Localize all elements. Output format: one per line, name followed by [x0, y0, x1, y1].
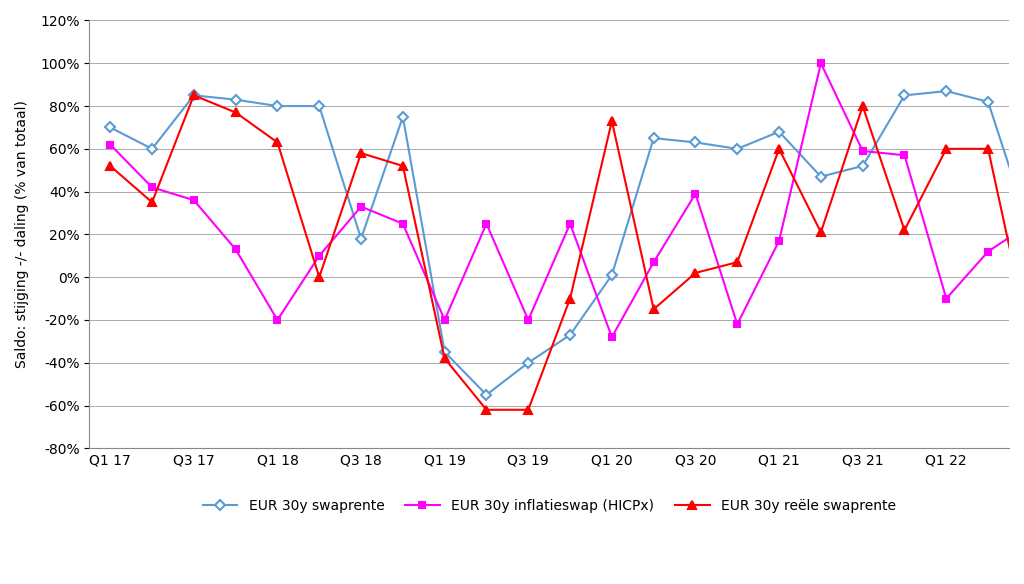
EUR 30y inflatieswap (HICPx)	[647, 259, 659, 266]
EUR 30y reële swaprente	[606, 117, 618, 124]
EUR 30y reële swaprente	[145, 199, 158, 206]
EUR 30y reële swaprente	[187, 92, 200, 99]
EUR 30y swaprente	[982, 98, 994, 105]
EUR 30y swaprente	[731, 145, 743, 152]
EUR 30y inflatieswap (HICPx)	[982, 248, 994, 255]
EUR 30y swaprente	[187, 92, 200, 99]
EUR 30y inflatieswap (HICPx)	[856, 148, 868, 155]
EUR 30y swaprente	[773, 128, 785, 135]
EUR 30y reële swaprente	[438, 355, 451, 362]
EUR 30y swaprente	[815, 173, 827, 180]
EUR 30y inflatieswap (HICPx)	[355, 203, 368, 210]
EUR 30y reële swaprente	[229, 109, 242, 116]
EUR 30y reële swaprente	[104, 162, 117, 169]
EUR 30y swaprente	[898, 92, 910, 99]
EUR 30y inflatieswap (HICPx)	[145, 184, 158, 191]
Line: EUR 30y reële swaprente: EUR 30y reële swaprente	[106, 91, 1024, 414]
EUR 30y reële swaprente	[773, 145, 785, 152]
EUR 30y inflatieswap (HICPx)	[229, 246, 242, 253]
EUR 30y swaprente	[606, 272, 618, 279]
EUR 30y inflatieswap (HICPx)	[438, 317, 451, 324]
EUR 30y reële swaprente	[815, 229, 827, 236]
EUR 30y swaprente	[396, 113, 409, 120]
EUR 30y reële swaprente	[940, 145, 952, 152]
EUR 30y reële swaprente	[731, 259, 743, 266]
EUR 30y swaprente	[564, 331, 577, 338]
EUR 30y swaprente	[229, 96, 242, 103]
EUR 30y inflatieswap (HICPx)	[606, 333, 618, 340]
EUR 30y swaprente	[940, 88, 952, 95]
EUR 30y reële swaprente	[313, 274, 326, 281]
EUR 30y reële swaprente	[689, 269, 701, 276]
EUR 30y swaprente	[856, 162, 868, 169]
EUR 30y swaprente	[647, 135, 659, 142]
EUR 30y reële swaprente	[271, 139, 284, 146]
Line: EUR 30y inflatieswap (HICPx): EUR 30y inflatieswap (HICPx)	[106, 60, 1024, 340]
EUR 30y swaprente	[689, 139, 701, 146]
EUR 30y reële swaprente	[647, 306, 659, 313]
EUR 30y swaprente	[271, 103, 284, 110]
EUR 30y swaprente	[313, 103, 326, 110]
EUR 30y inflatieswap (HICPx)	[898, 152, 910, 159]
EUR 30y inflatieswap (HICPx)	[689, 190, 701, 197]
EUR 30y swaprente	[104, 124, 117, 131]
EUR 30y reële swaprente	[564, 295, 577, 302]
EUR 30y reële swaprente	[522, 406, 535, 413]
EUR 30y reële swaprente	[355, 150, 368, 157]
Line: EUR 30y swaprente: EUR 30y swaprente	[106, 88, 1024, 398]
EUR 30y swaprente	[438, 349, 451, 356]
EUR 30y inflatieswap (HICPx)	[187, 197, 200, 204]
EUR 30y reële swaprente	[982, 145, 994, 152]
EUR 30y inflatieswap (HICPx)	[815, 60, 827, 67]
EUR 30y reële swaprente	[480, 406, 493, 413]
EUR 30y swaprente	[480, 391, 493, 398]
EUR 30y swaprente	[355, 235, 368, 242]
EUR 30y inflatieswap (HICPx)	[396, 220, 409, 227]
EUR 30y inflatieswap (HICPx)	[731, 321, 743, 328]
EUR 30y inflatieswap (HICPx)	[104, 141, 117, 148]
EUR 30y reële swaprente	[898, 227, 910, 234]
EUR 30y reële swaprente	[856, 103, 868, 110]
EUR 30y inflatieswap (HICPx)	[522, 317, 535, 324]
EUR 30y swaprente	[145, 145, 158, 152]
Legend: EUR 30y swaprente, EUR 30y inflatieswap (HICPx), EUR 30y reële swaprente: EUR 30y swaprente, EUR 30y inflatieswap …	[198, 493, 901, 519]
Y-axis label: Saldo: stijging -/- daling (% van totaal): Saldo: stijging -/- daling (% van totaal…	[15, 100, 29, 369]
EUR 30y inflatieswap (HICPx)	[940, 295, 952, 302]
EUR 30y inflatieswap (HICPx)	[313, 252, 326, 259]
EUR 30y inflatieswap (HICPx)	[480, 220, 493, 227]
EUR 30y inflatieswap (HICPx)	[564, 220, 577, 227]
EUR 30y inflatieswap (HICPx)	[773, 237, 785, 244]
EUR 30y swaprente	[522, 359, 535, 366]
EUR 30y inflatieswap (HICPx)	[271, 317, 284, 324]
EUR 30y reële swaprente	[396, 162, 409, 169]
